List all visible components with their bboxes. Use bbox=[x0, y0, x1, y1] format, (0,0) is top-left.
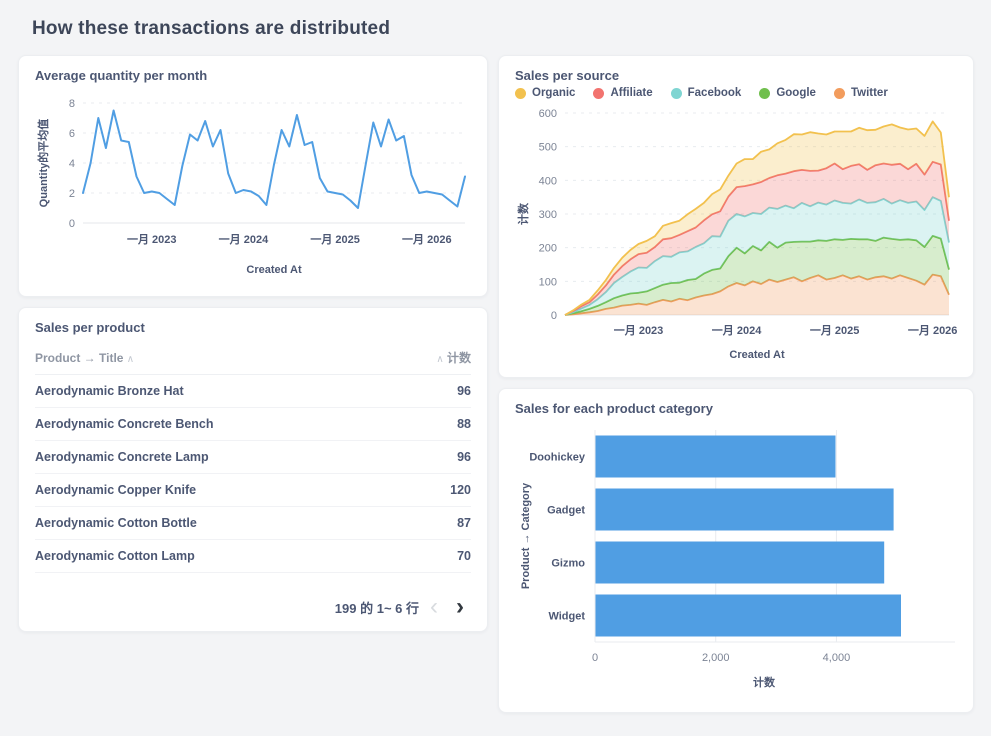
column-header-label: Product → Title bbox=[35, 350, 124, 365]
pagination-label: 199 的 1~ 6 行 bbox=[334, 600, 419, 616]
left-column: Average quantity per month 0 2 4 6 8 一月 2023 一… bbox=[18, 55, 488, 632]
table-pagination: 199 的 1~ 6 行 ‹ › bbox=[35, 595, 471, 619]
legend-dot-icon bbox=[515, 87, 526, 99]
svg-text:一月 2025: 一月 2025 bbox=[810, 324, 860, 337]
column-header-count[interactable]: ∧ 计数 bbox=[436, 349, 471, 366]
average-quantity-line-chart[interactable]: 0 2 4 6 8 一月 2023 一月 2024 一月 2025 一月 2026 Created… bbox=[35, 87, 473, 279]
count-cell[interactable]: 88 bbox=[457, 417, 471, 431]
chart-legend: Organic Affiliate Facebook Google bbox=[515, 87, 957, 99]
table-row[interactable]: Aerodynamic Copper Knife 120 bbox=[35, 474, 471, 507]
svg-text:600: 600 bbox=[539, 108, 557, 120]
dashboard: How these transactions are distributed A… bbox=[18, 18, 974, 713]
svg-text:一月 2024: 一月 2024 bbox=[219, 233, 269, 246]
legend-dot-icon bbox=[593, 87, 605, 99]
card-title: Average quantity per month bbox=[35, 68, 208, 83]
svg-text:计数: 计数 bbox=[516, 202, 530, 225]
legend-dot-icon bbox=[759, 87, 771, 99]
svg-text:2: 2 bbox=[69, 188, 75, 200]
svg-text:一月 2026: 一月 2026 bbox=[402, 233, 452, 246]
card-title: Sales per product bbox=[35, 320, 145, 335]
sort-ascending-icon[interactable]: ∧ bbox=[436, 354, 444, 365]
product-title-cell[interactable]: Aerodynamic Cotton Lamp bbox=[35, 549, 195, 563]
next-page-button[interactable]: › bbox=[449, 595, 471, 619]
svg-text:Doohickey: Doohickey bbox=[529, 452, 586, 464]
previous-page-button[interactable]: ‹ bbox=[423, 595, 445, 619]
table-row[interactable]: Aerodynamic Concrete Lamp 96 bbox=[35, 441, 471, 474]
svg-text:一月 2023: 一月 2023 bbox=[127, 233, 177, 246]
svg-text:400: 400 bbox=[539, 175, 557, 187]
svg-text:Quantity的平均值: Quantity的平均值 bbox=[36, 119, 50, 208]
legend-dot-icon bbox=[670, 87, 682, 99]
right-column: Sales per source Organic Affiliate Faceb… bbox=[498, 55, 974, 713]
table-row[interactable]: Aerodynamic Cotton Lamp 70 bbox=[35, 540, 471, 573]
svg-text:4: 4 bbox=[69, 158, 75, 170]
svg-text:100: 100 bbox=[539, 276, 557, 288]
product-title-cell[interactable]: Aerodynamic Copper Knife bbox=[35, 483, 197, 497]
legend-label: Google bbox=[776, 87, 816, 99]
column-header-product-title[interactable]: Product → Title ∧ bbox=[35, 351, 134, 365]
card-title: Sales per source bbox=[515, 68, 620, 83]
legend-item-organic[interactable]: Organic bbox=[515, 87, 575, 99]
svg-text:4,000: 4,000 bbox=[823, 652, 851, 664]
svg-text:Gizmo: Gizmo bbox=[551, 558, 585, 570]
table-row[interactable]: Aerodynamic Concrete Bench 88 bbox=[35, 408, 471, 441]
count-cell[interactable]: 120 bbox=[450, 483, 471, 497]
dashboard-title: How these transactions are distributed bbox=[32, 18, 391, 39]
svg-text:Created At: Created At bbox=[729, 349, 785, 361]
card-title: Sales for each product category bbox=[515, 401, 713, 416]
svg-text:Gadget: Gadget bbox=[547, 505, 585, 517]
count-cell[interactable]: 96 bbox=[457, 384, 471, 398]
count-cell[interactable]: 87 bbox=[457, 516, 471, 530]
svg-text:2,000: 2,000 bbox=[702, 652, 730, 664]
svg-text:500: 500 bbox=[539, 142, 557, 154]
svg-text:Product → Category: Product → Category bbox=[520, 482, 532, 589]
legend-label: Facebook bbox=[687, 87, 742, 99]
product-title-cell[interactable]: Aerodynamic Concrete Lamp bbox=[35, 450, 209, 464]
table-row[interactable]: Aerodynamic Cotton Bottle 87 bbox=[35, 507, 471, 540]
svg-text:一月 2025: 一月 2025 bbox=[310, 233, 360, 246]
svg-text:Widget: Widget bbox=[548, 611, 585, 623]
svg-text:0: 0 bbox=[592, 652, 598, 664]
legend-dot-icon bbox=[833, 87, 845, 99]
legend-label: Affiliate bbox=[610, 87, 653, 99]
card-sales-per-product: Sales per product Product → Title ∧ ∧ 计数… bbox=[18, 307, 488, 632]
svg-text:0: 0 bbox=[551, 310, 557, 322]
svg-text:Created At: Created At bbox=[246, 264, 302, 276]
svg-text:6: 6 bbox=[69, 128, 75, 140]
legend-item-affiliate[interactable]: Affiliate bbox=[593, 87, 653, 99]
svg-text:8: 8 bbox=[69, 98, 75, 110]
svg-text:200: 200 bbox=[539, 243, 557, 255]
legend-item-google[interactable]: Google bbox=[759, 87, 816, 99]
sales-per-source-area-chart[interactable]: 0 100 200 300 400 500 600 一月 2023 一月 2024 一月 2025… bbox=[515, 101, 959, 363]
product-title-cell[interactable]: Aerodynamic Bronze Hat bbox=[35, 384, 184, 398]
dashboard-grid: Average quantity per month 0 2 4 6 8 一月 2023 一… bbox=[18, 55, 974, 713]
legend-label: Twitter bbox=[850, 87, 888, 99]
legend-item-facebook[interactable]: Facebook bbox=[670, 87, 742, 99]
svg-text:300: 300 bbox=[539, 209, 557, 221]
svg-text:计数: 计数 bbox=[753, 675, 776, 689]
card-sales-per-source: Sales per source Organic Affiliate Faceb… bbox=[498, 55, 974, 378]
svg-text:一月 2024: 一月 2024 bbox=[712, 324, 762, 337]
svg-text:一月 2026: 一月 2026 bbox=[908, 324, 958, 337]
count-cell[interactable]: 96 bbox=[457, 450, 471, 464]
svg-text:0: 0 bbox=[69, 218, 75, 230]
product-category-bar-chart[interactable]: 0 2,000 4,000 Doohickey Gadget Gizmo Widget 计数 P… bbox=[515, 420, 959, 692]
card-average-quantity-per-month: Average quantity per month 0 2 4 6 8 一月 2023 一… bbox=[18, 55, 488, 297]
svg-text:一月 2023: 一月 2023 bbox=[614, 324, 664, 337]
sort-ascending-icon[interactable]: ∧ bbox=[126, 353, 135, 365]
product-title-cell[interactable]: Aerodynamic Concrete Bench bbox=[35, 417, 214, 431]
card-sales-per-category: Sales for each product category 0 2,000 4,… bbox=[498, 388, 974, 713]
count-cell[interactable]: 70 bbox=[457, 549, 471, 563]
table-row[interactable]: Aerodynamic Bronze Hat 96 bbox=[35, 375, 471, 408]
column-header-label: 计数 bbox=[446, 351, 471, 365]
product-title-cell[interactable]: Aerodynamic Cotton Bottle bbox=[35, 516, 197, 530]
table-header: Product → Title ∧ ∧ 计数 bbox=[35, 339, 471, 375]
legend-item-twitter[interactable]: Twitter bbox=[833, 87, 888, 99]
legend-label: Organic bbox=[532, 87, 576, 99]
